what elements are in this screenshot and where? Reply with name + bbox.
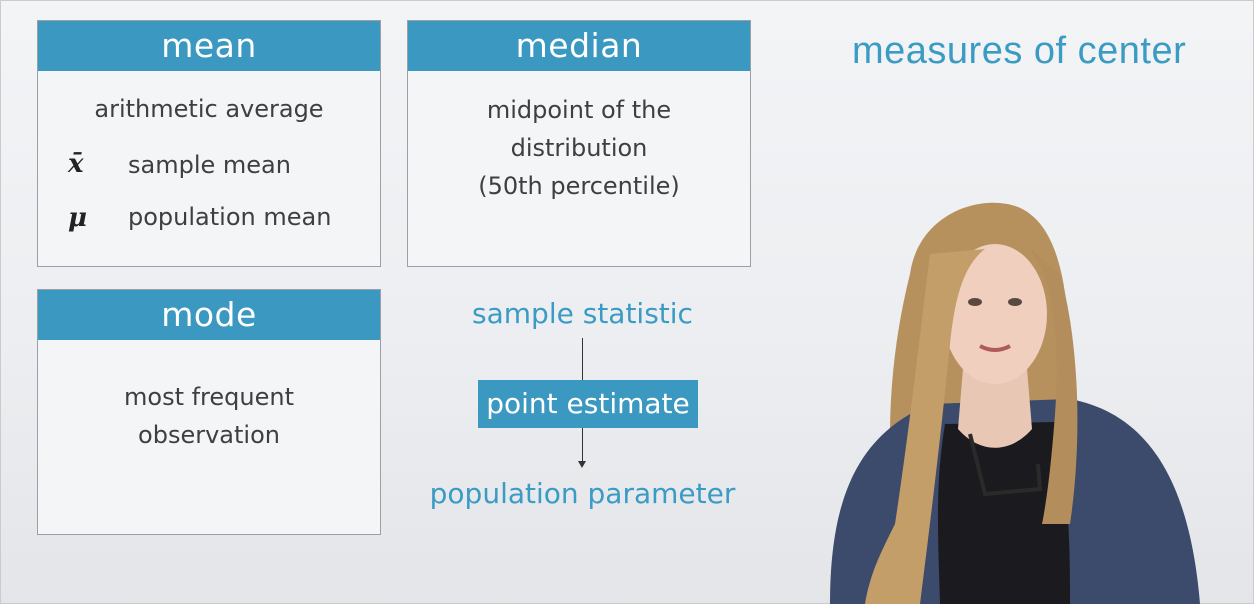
flow-connector-bottom <box>582 428 583 462</box>
population-parameter-label: population parameter <box>429 477 736 510</box>
median-line-3: (50th percentile) <box>478 172 680 200</box>
sample-mean-label: sample mean <box>128 151 291 179</box>
median-card-body: midpoint of the distribution (50th perce… <box>408 71 750 205</box>
mode-card-body: most frequent observation <box>38 340 380 454</box>
mean-card: mean arithmetic average x̄ sample mean μ… <box>37 20 381 267</box>
mean-card-header: mean <box>38 21 380 71</box>
slide-title: measures of center <box>852 30 1187 72</box>
median-card: median midpoint of the distribution (50t… <box>407 20 751 267</box>
mode-line-2: observation <box>138 421 280 449</box>
median-card-header: median <box>408 21 750 71</box>
mode-line-1: most frequent <box>124 383 294 411</box>
mean-definition: arithmetic average <box>94 95 324 123</box>
presenter-image <box>830 202 1200 604</box>
sample-mean-symbol: x̄ <box>68 149 84 179</box>
flow-connector-top <box>582 338 583 380</box>
median-line-2: distribution <box>510 134 648 162</box>
mean-card-body: arithmetic average x̄ sample mean μ popu… <box>38 71 380 267</box>
mode-card-header: mode <box>38 290 380 340</box>
median-line-1: midpoint of the <box>486 96 672 124</box>
mode-card: mode most frequent observation <box>37 289 381 535</box>
point-estimate-box: point estimate <box>478 380 698 428</box>
sample-statistic-label: sample statistic <box>472 297 693 330</box>
population-mean-label: population mean <box>128 203 332 231</box>
flow-arrowhead <box>578 461 586 468</box>
point-estimate-label: point estimate <box>486 387 690 420</box>
population-mean-symbol: μ <box>68 203 88 233</box>
